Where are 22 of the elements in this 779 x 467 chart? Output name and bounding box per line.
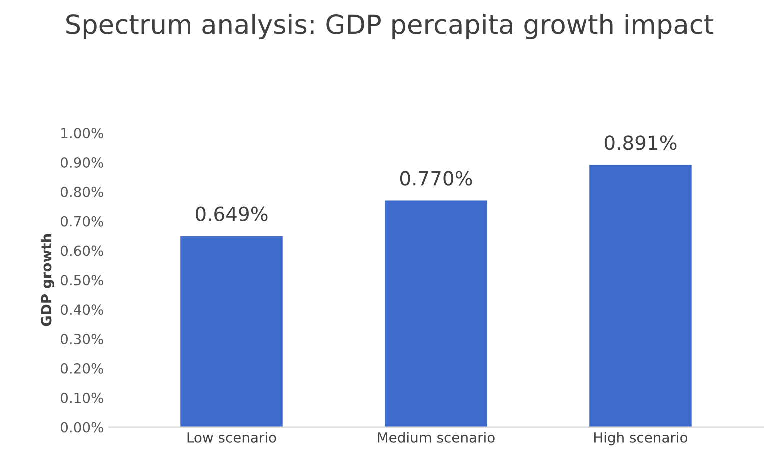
bar bbox=[590, 165, 692, 428]
data-label: 0.649% bbox=[196, 206, 268, 222]
y-tick-label: 0.10% bbox=[60, 392, 104, 404]
y-tick-label: 0.90% bbox=[60, 157, 104, 168]
y-axis-title: GDP growth bbox=[40, 234, 55, 326]
bar bbox=[180, 236, 283, 428]
y-tick-label: 0.60% bbox=[60, 246, 104, 256]
y-tick-label: 0.20% bbox=[60, 363, 104, 374]
y-tick-label: 0.30% bbox=[60, 334, 104, 345]
x-tick-label: Medium scenario bbox=[378, 432, 495, 443]
x-tick-label: High scenario bbox=[594, 432, 688, 446]
chart-title: Spectrum analysis: GDP percapita growth impact bbox=[66, 14, 714, 40]
y-tick-label: 0.50% bbox=[60, 275, 104, 286]
y-tick-label: 0.70% bbox=[60, 216, 104, 227]
data-label: 0.891% bbox=[604, 136, 677, 150]
y-tick-label: 0.80% bbox=[60, 186, 104, 198]
bar bbox=[385, 200, 488, 428]
y-tick-label: 0.00% bbox=[60, 422, 104, 433]
y-tick-label: 1.00% bbox=[62, 128, 104, 139]
x-tick-label: Low scenario bbox=[188, 432, 276, 443]
y-tick-label: 0.40% bbox=[60, 304, 104, 316]
data-label: 0.770% bbox=[400, 171, 472, 186]
